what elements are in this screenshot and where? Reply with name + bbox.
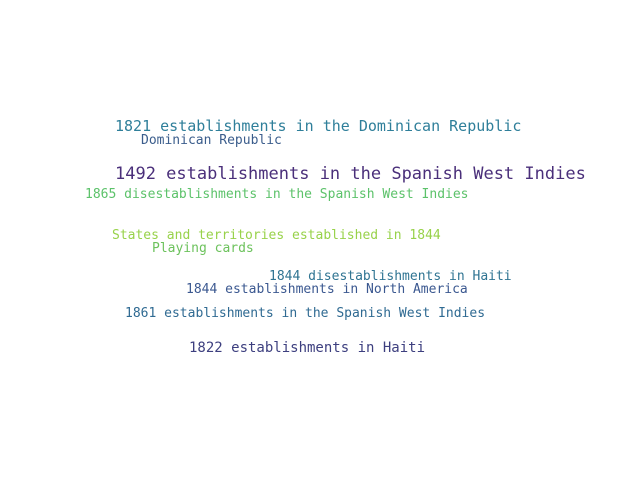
word-1822-establishments-haiti: 1822 establishments in Haiti bbox=[189, 340, 426, 356]
word-states-territories-established-1844: States and territories established in 18… bbox=[112, 228, 441, 243]
word-playing-cards: Playing cards bbox=[152, 241, 254, 256]
word-1492-establishments-spanish-west-indies: 1492 establishments in the Spanish West … bbox=[115, 164, 586, 184]
word-1865-disestablishments-spanish-west-indies: 1865 disestablishments in the Spanish We… bbox=[85, 187, 469, 202]
word-dominican-republic: Dominican Republic bbox=[141, 133, 282, 148]
word-1821-establishments-dominican-republic: 1821 establishments in the Dominican Rep… bbox=[115, 117, 522, 135]
word-1861-establishments-spanish-west-indies: 1861 establishments in the Spanish West … bbox=[125, 306, 486, 321]
word-1844-disestablishments-haiti: 1844 disestablishments in Haiti bbox=[269, 269, 512, 284]
word-1844-establishments-north-america: 1844 establishments in North America bbox=[186, 282, 468, 297]
